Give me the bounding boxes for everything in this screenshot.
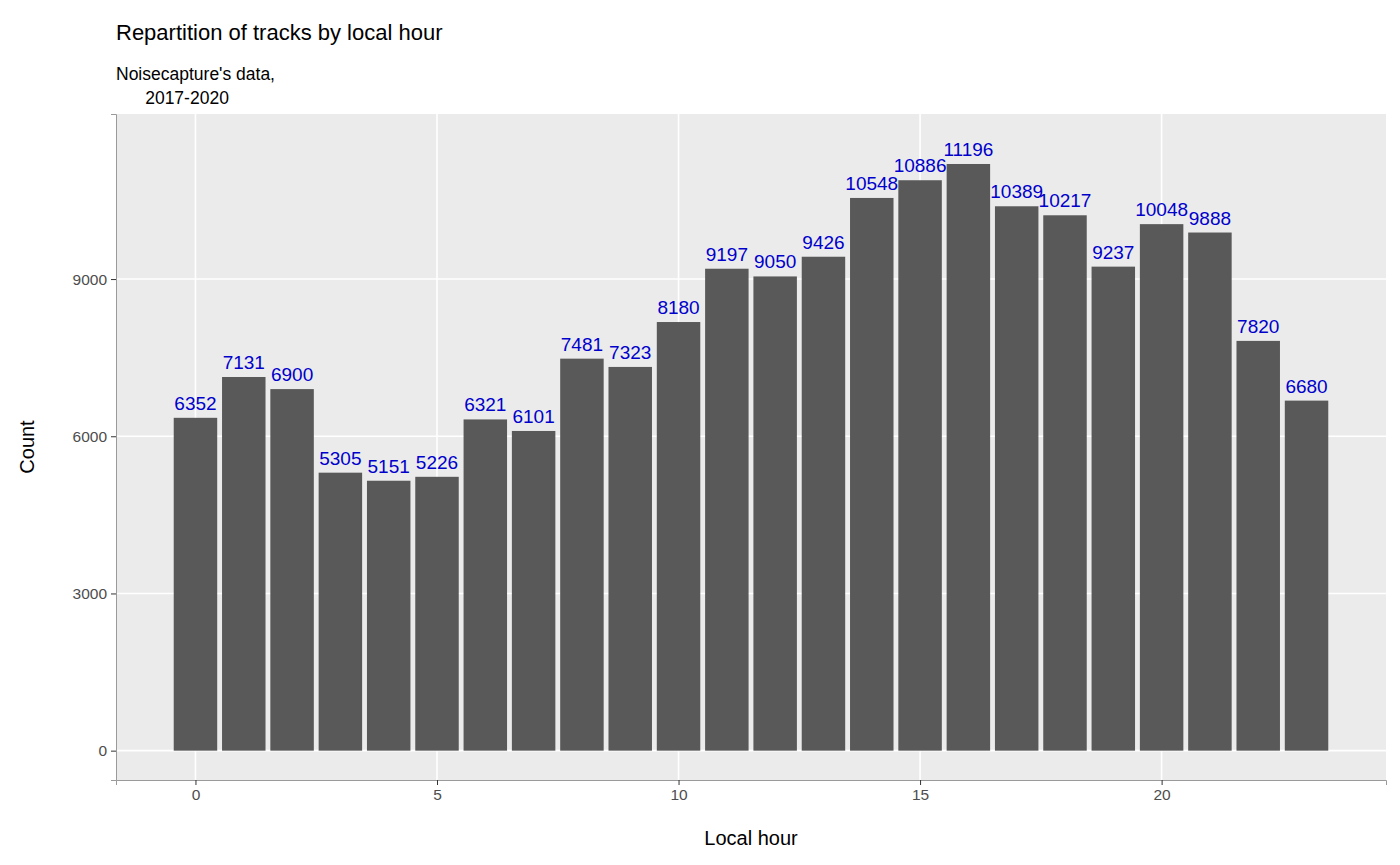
data-label: 5305 xyxy=(319,448,361,469)
bar xyxy=(608,367,651,751)
bar xyxy=(174,418,217,751)
bar xyxy=(1140,224,1183,751)
data-label: 8180 xyxy=(657,297,699,318)
bar xyxy=(1236,341,1279,751)
tick: 0 xyxy=(98,742,116,759)
tick-mark xyxy=(111,593,116,594)
bar xyxy=(367,481,410,751)
subtitle-line: Noisecapture's data, xyxy=(116,64,275,84)
tick-label: 6000 xyxy=(73,428,108,445)
tick-mark xyxy=(437,780,438,785)
tick-label: 0 xyxy=(98,742,107,759)
tick-mark xyxy=(195,780,196,785)
bar xyxy=(222,377,265,751)
subtitle-line: 2017-2020 xyxy=(116,88,229,108)
y-axis-title: Count xyxy=(16,420,38,474)
bar xyxy=(802,257,845,751)
grid xyxy=(116,114,1386,780)
x-axis: 0 5 10 15 20 xyxy=(117,780,1387,803)
tick-mark xyxy=(111,436,116,437)
bar xyxy=(1092,267,1135,751)
bar xyxy=(850,198,893,751)
bar xyxy=(1188,233,1231,751)
subtitle: Noisecapture's data, 2017-2020 xyxy=(116,64,275,108)
plot: 6352 7131 6900 5305 5151 5226 6321 6101 7481 7323… xyxy=(73,114,1387,803)
bar xyxy=(753,276,796,750)
tick-mark xyxy=(111,751,116,752)
panel-background xyxy=(116,114,1386,780)
y-axis: 0 3000 6000 9000 xyxy=(73,115,117,781)
tick: 20 xyxy=(1153,780,1171,803)
data-label: 6352 xyxy=(174,393,216,414)
data-label: 9050 xyxy=(754,251,796,272)
tick: 9000 xyxy=(73,271,116,288)
tick-label: 9000 xyxy=(73,271,108,288)
chart: Repartition of tracks by local hour Noise… xyxy=(0,0,1400,865)
tick: 5 xyxy=(433,780,442,803)
bar xyxy=(705,269,748,751)
data-label: 10389 xyxy=(990,181,1043,202)
data-label: 11196 xyxy=(943,139,993,160)
data-label: 9888 xyxy=(1189,208,1231,229)
axis-line xyxy=(117,781,1387,786)
tick-mark xyxy=(679,780,680,785)
data-label: 10048 xyxy=(1135,199,1188,220)
bar xyxy=(898,180,941,750)
tick-mark xyxy=(920,780,921,785)
title: Repartition of tracks by local hour xyxy=(116,20,443,45)
tick: 3000 xyxy=(73,585,116,602)
data-label: 7481 xyxy=(561,334,603,355)
bar xyxy=(1043,215,1086,750)
data-label: 5151 xyxy=(368,456,410,477)
bars xyxy=(174,164,1329,751)
data-label: 5226 xyxy=(416,452,458,473)
bar xyxy=(512,431,555,751)
data-label: 6101 xyxy=(512,406,554,427)
data-label: 7820 xyxy=(1237,316,1279,337)
data-label: 10217 xyxy=(1039,190,1092,211)
tick-label: 15 xyxy=(912,786,929,803)
data-label: 9197 xyxy=(706,244,748,265)
tick: 15 xyxy=(912,780,929,803)
bar xyxy=(560,359,603,751)
bar xyxy=(270,389,313,751)
tick-label: 5 xyxy=(433,786,442,803)
tick: 0 xyxy=(192,780,201,803)
data-label: 9426 xyxy=(802,232,844,253)
data-label: 10886 xyxy=(894,155,947,176)
data-label: 6900 xyxy=(271,364,313,385)
data-label: 6680 xyxy=(1285,376,1327,397)
data-label: 9237 xyxy=(1092,242,1134,263)
tick-label: 0 xyxy=(192,786,201,803)
bar xyxy=(1285,401,1328,751)
tick-label: 10 xyxy=(670,786,688,803)
x-axis-title: Local hour xyxy=(704,827,798,849)
bar xyxy=(415,477,458,751)
data-label: 10548 xyxy=(845,173,898,194)
bar xyxy=(657,322,700,751)
bar xyxy=(995,206,1038,750)
data-labels: 6352 7131 6900 5305 5151 5226 6321 6101 7481 7323… xyxy=(174,139,1327,477)
tick: 10 xyxy=(670,780,688,803)
tick-mark xyxy=(111,279,116,280)
tick-label: 20 xyxy=(1153,786,1171,803)
data-label: 7323 xyxy=(609,342,651,363)
axis-line xyxy=(111,115,117,781)
bar xyxy=(464,419,507,750)
bar xyxy=(947,164,990,751)
tick: 6000 xyxy=(73,428,116,445)
data-label: 7131 xyxy=(223,352,265,373)
tick-mark xyxy=(1162,780,1163,785)
tick-label: 3000 xyxy=(73,585,108,602)
bar xyxy=(319,473,362,751)
data-label: 6321 xyxy=(464,394,506,415)
